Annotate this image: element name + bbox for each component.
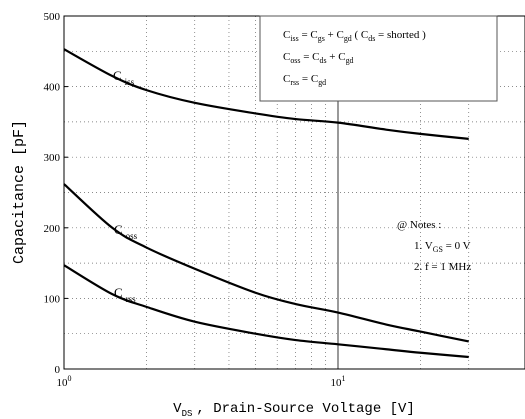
series-line-crss	[63, 264, 469, 359]
x-axis-label-rest: , Drain-Source Voltage [V]	[196, 401, 414, 417]
x-axis-label-sub: DS	[182, 409, 193, 419]
note-line: @ Notes :	[397, 219, 441, 231]
y-tick-label: 100	[44, 293, 61, 305]
x-tick-label: 100	[57, 374, 72, 389]
x-axis-label-main: V	[173, 401, 182, 417]
x-axis-label: VDS, Drain-Source Voltage [V]	[173, 401, 415, 419]
y-tick-label: 200	[44, 223, 61, 235]
note-line: 1. VGS = 0 V	[414, 240, 471, 254]
legend-line: Ciss = Cgs + Cgd ( Cds = shorted )	[283, 29, 426, 43]
legend-box-frame	[259, 15, 498, 102]
y-tick-label: 300	[44, 152, 61, 164]
y-tick-label: 500	[44, 11, 61, 23]
note-line: 2. f = 1 MHz	[414, 261, 471, 273]
notes-block: @ Notes : 1. VGS = 0 V 2. f = 1 MHz	[397, 219, 471, 273]
y-tick-label: 400	[44, 82, 61, 94]
y-tick-label: 0	[55, 364, 61, 376]
x-tick-label: 101	[331, 374, 346, 389]
y-axis-label: Capacitance [pF]	[11, 120, 28, 264]
legend-line: Coss = Cds + Cgd	[283, 51, 354, 65]
legend-line: Crss = Cgd	[283, 73, 326, 87]
series-line-coss	[63, 183, 469, 343]
legend-box: Ciss = Cgs + Cgd ( Cds = shorted ) Coss =…	[259, 15, 498, 102]
x-axis-ticks: 100 101	[57, 374, 346, 389]
series-line-ciss	[63, 48, 469, 140]
y-axis-ticks: 0 100 200 300 400 500	[44, 11, 68, 376]
